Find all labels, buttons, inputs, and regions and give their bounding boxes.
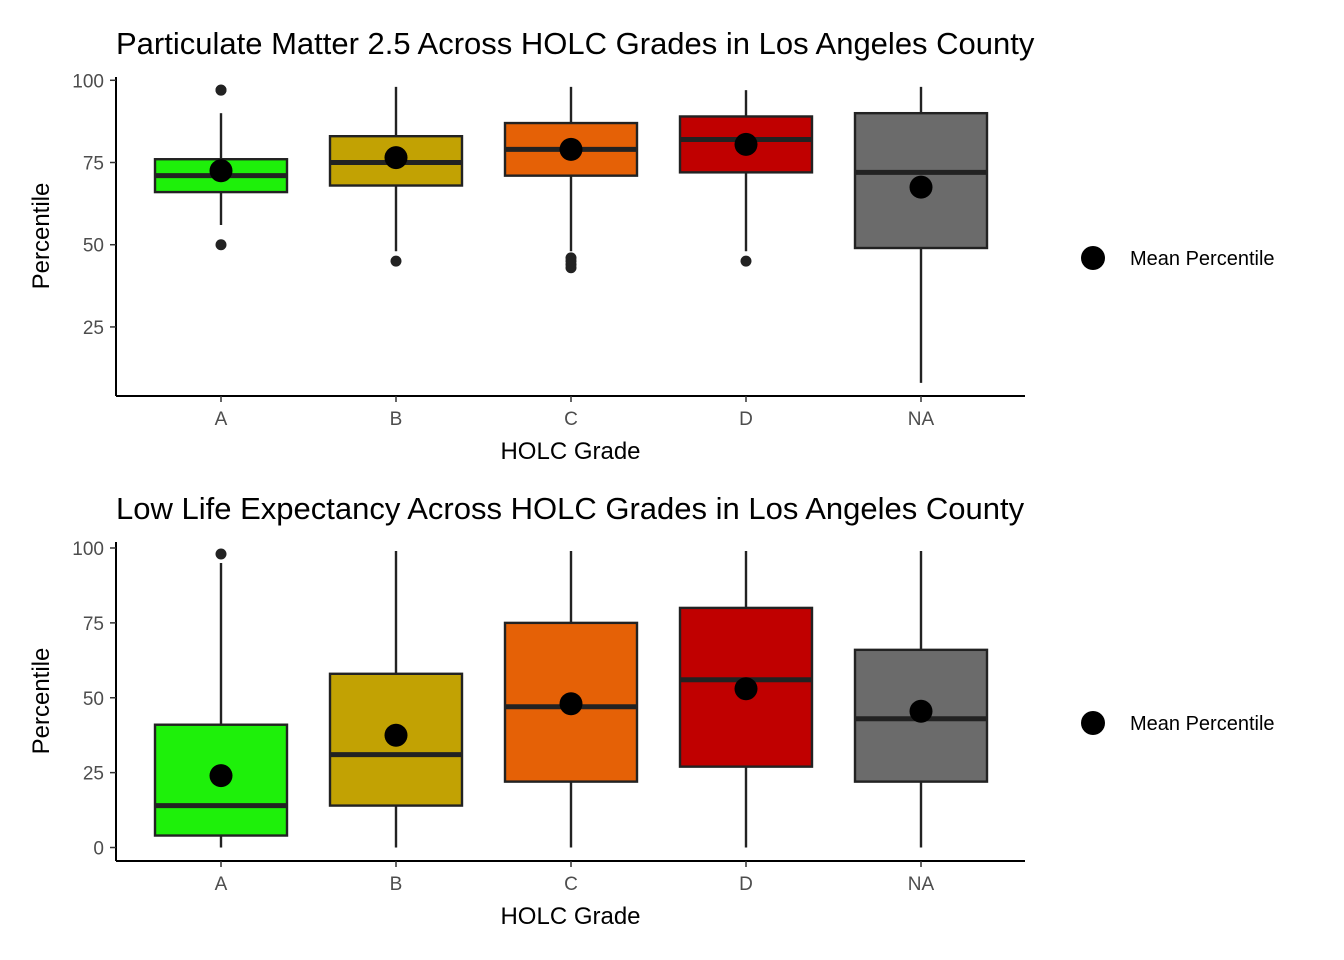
chart-title-life-expectancy: Low Life Expectancy Across HOLC Grades i… <box>116 491 1025 526</box>
box-D <box>678 550 814 848</box>
box-C <box>503 550 639 848</box>
mean-point <box>559 137 583 161</box>
y-tick-label: 50 <box>83 236 104 257</box>
box-C <box>503 86 639 274</box>
x-tick-label: B <box>390 409 403 430</box>
mean-point <box>909 699 933 723</box>
outlier-point <box>215 84 227 96</box>
outlier-point <box>390 255 402 267</box>
x-tick-label: D <box>739 874 753 895</box>
chart-panel-1: 25 50 75 100 A B C D NA HOLC Grade Percentile Mean … <box>28 71 1275 465</box>
legend-label: Mean Percentile <box>1130 713 1275 735</box>
x-tick-label: NA <box>908 874 935 895</box>
x-tick-label: A <box>215 409 228 430</box>
x-axis-title: HOLC Grade <box>500 903 640 930</box>
mean-point <box>734 132 758 156</box>
y-tick-label: 75 <box>83 154 104 175</box>
y-axis-title: Percentile <box>28 183 55 290</box>
y-tick-label: 100 <box>72 71 104 92</box>
mean-point <box>909 175 933 199</box>
box-B <box>328 550 464 848</box>
box-NA <box>853 550 989 848</box>
box-NA <box>853 86 989 383</box>
outlier-point <box>215 548 227 560</box>
x-tick-label: NA <box>908 409 935 430</box>
mean-point <box>384 723 408 747</box>
y-tick-label: 50 <box>83 689 104 710</box>
mean-point <box>209 764 233 788</box>
box-A <box>153 548 289 848</box>
legend-mean-key <box>1081 711 1105 735</box>
x-tick-label: A <box>215 874 228 895</box>
outlier-point <box>740 255 752 267</box>
y-tick-label: 25 <box>83 318 104 339</box>
legend-mean-key <box>1081 246 1105 270</box>
y-tick-label: 25 <box>83 764 104 785</box>
mean-point <box>559 692 583 716</box>
x-axis-title: HOLC Grade <box>500 438 640 465</box>
box-D <box>678 90 814 267</box>
y-tick-label: 0 <box>93 839 104 860</box>
mean-point <box>209 159 233 183</box>
legend-label: Mean Percentile <box>1130 248 1275 270</box>
chart-title-pm25: Particulate Matter 2.5 Across HOLC Grade… <box>116 26 1035 61</box>
box-B <box>328 86 464 267</box>
chart-panel-2: 0 25 50 75 100 A B C D NA HOLC Grade Percentile Mean… <box>28 539 1275 930</box>
y-tick-label: 100 <box>72 539 104 560</box>
x-tick-label: D <box>739 409 753 430</box>
mean-point <box>734 677 758 701</box>
y-axis-title: Percentile <box>28 648 55 755</box>
mean-point <box>384 146 408 170</box>
x-tick-label: C <box>564 409 578 430</box>
box-A <box>153 84 289 251</box>
outlier-point <box>215 239 227 251</box>
x-tick-label: B <box>390 874 403 895</box>
outlier-point <box>565 262 577 274</box>
y-tick-label: 75 <box>83 614 104 635</box>
x-tick-label: C <box>564 874 578 895</box>
